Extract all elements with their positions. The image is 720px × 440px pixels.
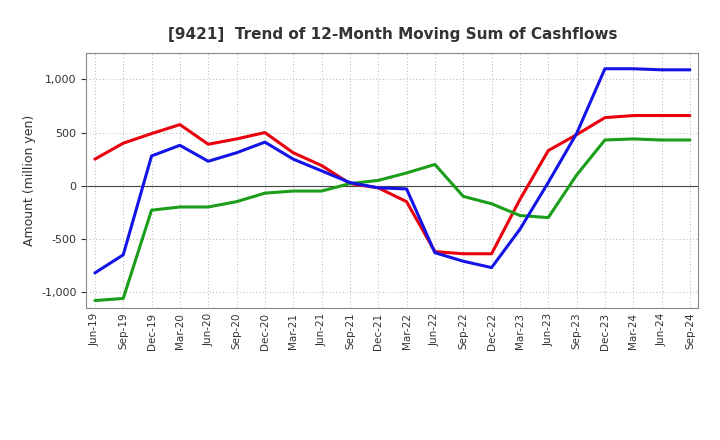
Operating Cashflow	[685, 113, 694, 118]
Investing Cashflow	[346, 181, 354, 186]
Operating Cashflow	[516, 197, 524, 202]
Investing Cashflow	[374, 178, 382, 183]
Title: [9421]  Trend of 12-Month Moving Sum of Cashflows: [9421] Trend of 12-Month Moving Sum of C…	[168, 27, 617, 42]
Y-axis label: Amount (million yen): Amount (million yen)	[22, 115, 35, 246]
Free Cashflow	[318, 168, 326, 173]
Investing Cashflow	[516, 213, 524, 218]
Free Cashflow	[91, 270, 99, 275]
Investing Cashflow	[261, 191, 269, 196]
Free Cashflow	[629, 66, 637, 71]
Free Cashflow	[119, 252, 127, 257]
Free Cashflow	[572, 131, 581, 136]
Investing Cashflow	[402, 170, 411, 176]
Investing Cashflow	[204, 204, 212, 209]
Investing Cashflow	[176, 204, 184, 209]
Investing Cashflow	[318, 188, 326, 194]
Free Cashflow	[685, 67, 694, 73]
Investing Cashflow	[148, 208, 156, 213]
Free Cashflow	[544, 180, 552, 185]
Operating Cashflow	[374, 185, 382, 191]
Operating Cashflow	[459, 251, 467, 257]
Investing Cashflow	[657, 137, 666, 143]
Operating Cashflow	[318, 163, 326, 168]
Operating Cashflow	[119, 140, 127, 146]
Investing Cashflow	[91, 298, 99, 303]
Free Cashflow	[600, 66, 609, 71]
Free Cashflow	[346, 180, 354, 185]
Free Cashflow	[204, 159, 212, 164]
Operating Cashflow	[176, 122, 184, 127]
Investing Cashflow	[600, 137, 609, 143]
Free Cashflow	[516, 227, 524, 232]
Operating Cashflow	[402, 199, 411, 204]
Investing Cashflow	[431, 162, 439, 167]
Operating Cashflow	[629, 113, 637, 118]
Investing Cashflow	[572, 172, 581, 178]
Operating Cashflow	[148, 131, 156, 136]
Operating Cashflow	[233, 136, 241, 142]
Investing Cashflow	[544, 215, 552, 220]
Free Cashflow	[233, 150, 241, 155]
Operating Cashflow	[261, 130, 269, 135]
Investing Cashflow	[629, 136, 637, 142]
Investing Cashflow	[233, 199, 241, 204]
Operating Cashflow	[487, 251, 496, 257]
Free Cashflow	[657, 67, 666, 73]
Operating Cashflow	[204, 142, 212, 147]
Investing Cashflow	[685, 137, 694, 143]
Operating Cashflow	[572, 132, 581, 137]
Operating Cashflow	[91, 157, 99, 162]
Line: Investing Cashflow: Investing Cashflow	[95, 139, 690, 301]
Investing Cashflow	[289, 188, 297, 194]
Free Cashflow	[459, 259, 467, 264]
Investing Cashflow	[487, 201, 496, 206]
Operating Cashflow	[289, 150, 297, 155]
Free Cashflow	[289, 157, 297, 162]
Operating Cashflow	[431, 249, 439, 254]
Free Cashflow	[402, 186, 411, 191]
Line: Operating Cashflow: Operating Cashflow	[95, 116, 690, 254]
Line: Free Cashflow: Free Cashflow	[95, 69, 690, 273]
Free Cashflow	[431, 250, 439, 255]
Free Cashflow	[176, 143, 184, 148]
Free Cashflow	[374, 185, 382, 191]
Investing Cashflow	[119, 296, 127, 301]
Operating Cashflow	[657, 113, 666, 118]
Operating Cashflow	[544, 148, 552, 153]
Operating Cashflow	[600, 115, 609, 120]
Free Cashflow	[148, 153, 156, 158]
Free Cashflow	[487, 265, 496, 270]
Free Cashflow	[261, 139, 269, 145]
Investing Cashflow	[459, 194, 467, 199]
Operating Cashflow	[346, 181, 354, 186]
